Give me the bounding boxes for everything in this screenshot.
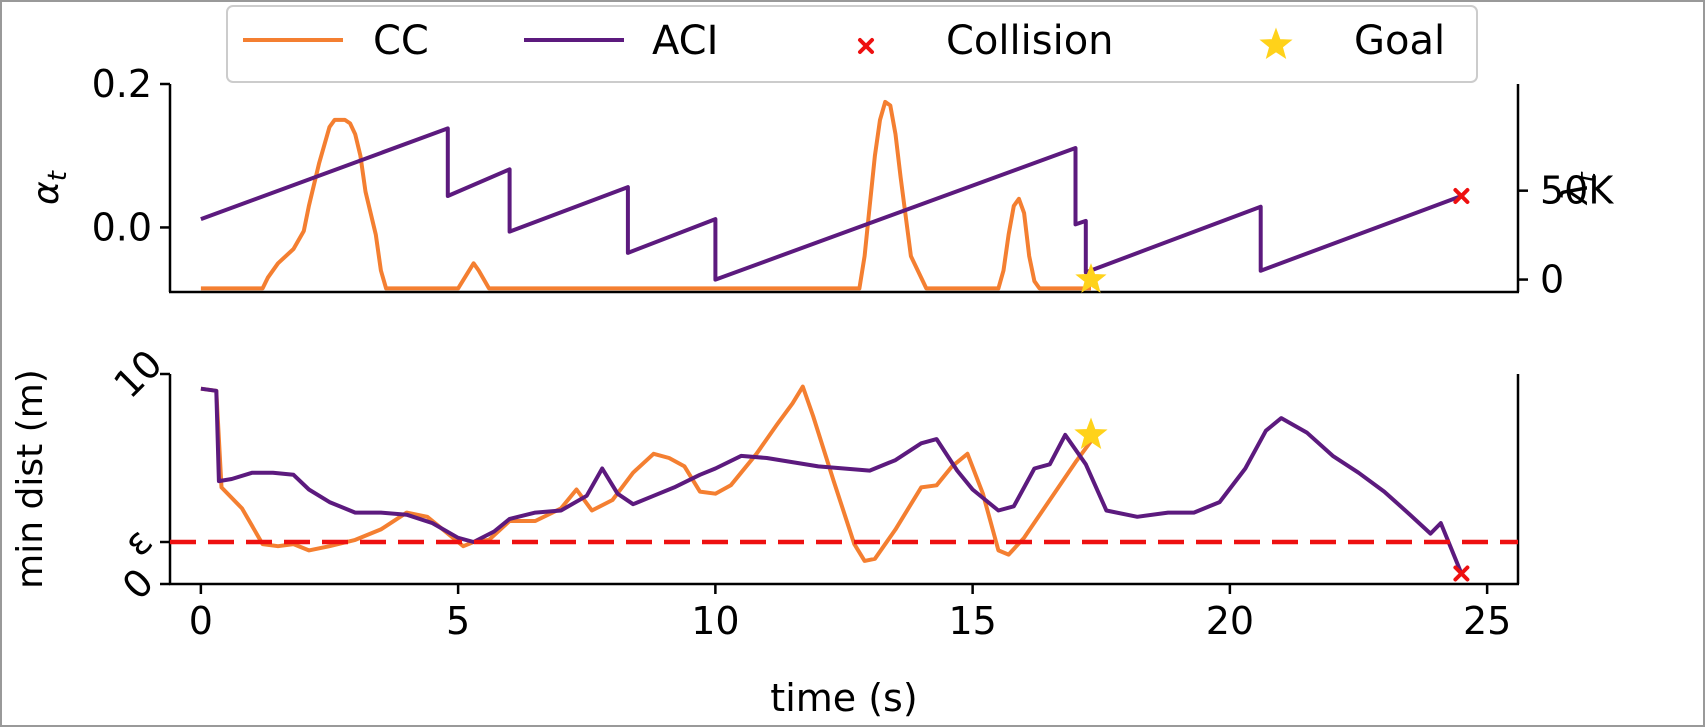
- top-collision-marker: [1453, 188, 1470, 204]
- top-left-tick-label-1: 0.0: [92, 205, 152, 249]
- top-left-ticks: 0.2 0.0: [92, 62, 170, 249]
- top-right-tick-label-1: 0: [1540, 258, 1564, 302]
- bottom-markers: [1074, 417, 1470, 582]
- bottom-x-tick-label-1: 5: [446, 599, 470, 643]
- bottom-ylabel: min dist (m): [10, 369, 51, 589]
- top-series: [200, 99, 1463, 291]
- bottom-x-tick-label-3: 15: [948, 599, 996, 643]
- top-right-tick-label-0: 50K: [1540, 169, 1614, 213]
- top-right-ticks: 50K 0: [1518, 169, 1614, 302]
- legend-collision-x: [858, 38, 874, 54]
- bottom-x-ticks: 0 5 10 15 20 25: [189, 584, 1511, 643]
- top-collision-marker-stroke-b: [1453, 188, 1470, 204]
- top-markers: [1075, 188, 1470, 293]
- legend: CC ACI Collision Goal: [226, 5, 1478, 83]
- top-series-aci-line: [200, 126, 1463, 282]
- legend-goal-label: Goal: [1354, 18, 1445, 64]
- top-ylabel-left: αt: [26, 170, 73, 205]
- legend-collision-label: Collision: [946, 18, 1114, 64]
- bottom-x-tick-label-4: 20: [1206, 599, 1254, 643]
- bottom-x-tick-label-5: 25: [1463, 599, 1511, 643]
- legend-collision-marker: [858, 38, 874, 54]
- legend-cc-label: CC: [373, 18, 429, 64]
- legend-goal-star: [1259, 27, 1293, 60]
- bottom-series: [170, 384, 1518, 575]
- top-goal-marker: [1075, 263, 1107, 293]
- legend-goal-marker: [1259, 27, 1293, 60]
- bottom-x-tick-label-2: 10: [691, 599, 739, 643]
- top-left-tick-label-0: 0.2: [92, 62, 152, 106]
- legend-box: [226, 5, 1478, 83]
- bottom-xlabel: time (s): [770, 676, 917, 720]
- top-series-cc-line: [200, 99, 1091, 291]
- legend-collision-x-stroke-b: [858, 38, 874, 54]
- bottom-collision-marker: [1453, 565, 1470, 582]
- top-ylabel-right: λt: [1555, 171, 1602, 205]
- bottom-x-tick-label-0: 0: [189, 599, 213, 643]
- bottom-collision-marker-stroke-b: [1453, 565, 1470, 582]
- top-panel: 0.2 0.0 50K 0 αt λt: [26, 62, 1614, 302]
- bottom-goal-marker: [1074, 417, 1108, 449]
- bottom-series-aci-line: [200, 386, 1464, 575]
- legend-aci-label: ACI: [652, 18, 718, 64]
